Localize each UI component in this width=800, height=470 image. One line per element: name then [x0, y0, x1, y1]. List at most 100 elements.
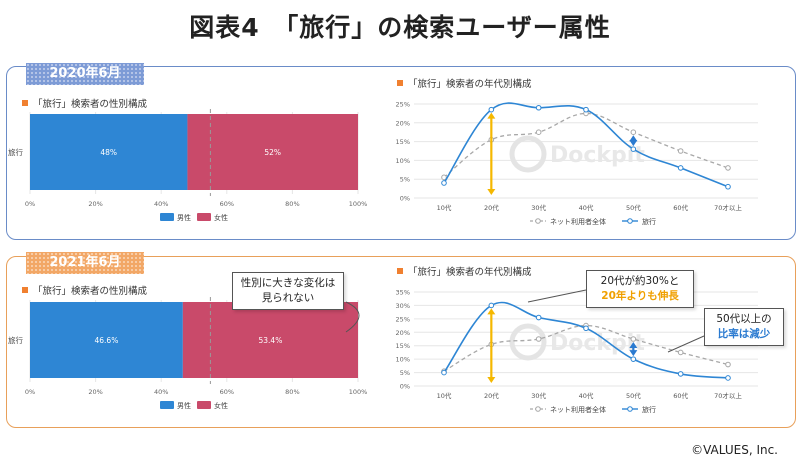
year-label-2021: 2021年6月: [26, 252, 144, 274]
bar-male: [30, 114, 188, 190]
arrow-20s-head-up: [487, 112, 496, 119]
legend-swatch-male: [160, 401, 174, 409]
callout-gender: 性別に大きな変化は 見られない: [232, 272, 344, 310]
copyright: ©VALUES, Inc.: [691, 443, 778, 457]
x-tick-label: 0%: [25, 200, 35, 208]
watermark-icon: [509, 323, 547, 361]
gender-chart-2021: 旅行 0% 20% 40% 60% 80% 100% 46.6% 53.4% 男性 女性: [8, 296, 367, 410]
arrow-50s-head-down: [629, 350, 638, 357]
legend-label-internet: ネット利用者全体: [550, 217, 606, 226]
series-travel-point: [535, 314, 542, 321]
data-label: 46.6%: [95, 336, 119, 345]
bar-male: [30, 302, 183, 378]
series-internet-point: [725, 165, 731, 171]
x-tick-label: 40%: [154, 200, 168, 208]
series-travel-point: [535, 104, 542, 111]
data-label: 48%: [100, 148, 117, 157]
bar-female: [187, 114, 358, 190]
series-internet-point: [677, 349, 684, 356]
series-internet-point: [677, 148, 684, 154]
gender-subtitle-text: 「旅行」検索者の性別構成: [33, 99, 148, 110]
x-tick-label: 30代: [531, 391, 546, 400]
callout-gender-line1: 性別に大きな変化は: [240, 277, 336, 289]
x-tick-label: 100%: [349, 200, 368, 208]
callout-gender-line2: 見られない: [261, 292, 315, 304]
arrow-20s-head-down: [487, 189, 496, 195]
legend-label-female: 女性: [214, 213, 228, 222]
y-tick-label: 25%: [396, 101, 410, 109]
data-label: 53.4%: [259, 336, 283, 345]
y-tick-label: 20%: [396, 119, 410, 127]
series-travel-point: [488, 302, 495, 309]
x-tick-label: 60%: [220, 200, 234, 208]
y-tick-label: 10%: [396, 356, 410, 364]
legend-label-female: 女性: [214, 401, 228, 410]
callout-20s-line1: 20代が約30%と: [600, 275, 680, 287]
y-tick-label: 5%: [400, 176, 410, 184]
arrow-20s-head-up: [487, 308, 496, 315]
page-title: 図表4 「旅行」の検索ユーザー属性: [189, 13, 611, 42]
x-tick-label: 70才以上: [714, 391, 742, 400]
age-subtitle-text: 「旅行」検索者の年代別構成: [408, 267, 532, 278]
x-tick-label: 20%: [88, 388, 102, 396]
arrow-50s-head-up: [629, 135, 638, 142]
legend-label-travel: 旅行: [642, 405, 656, 414]
year-label-2020: 2020年6月: [26, 63, 144, 85]
legend-label-travel: 旅行: [642, 217, 656, 226]
age-subtitle-text: 「旅行」検索者の年代別構成: [408, 79, 532, 90]
y-tick-label: 15%: [396, 342, 410, 350]
gender-chart-2020: 旅行 0% 20% 40% 60% 80% 100% 48% 52% 男性 女性: [8, 108, 368, 222]
series-travel-point: [583, 106, 589, 113]
series-internet-point: [630, 336, 637, 342]
arrow-50s-head-down: [629, 140, 638, 147]
gender-subtitle-text: 「旅行」検索者の性別構成: [33, 286, 148, 297]
legend-marker-internet: [535, 218, 541, 224]
legend-marker-internet: [535, 406, 541, 412]
series-travel-point: [583, 325, 589, 332]
callout-50s-line2: 比率は減少: [717, 328, 771, 340]
bar-female: [182, 302, 358, 378]
x-tick-label: 50代: [626, 203, 641, 212]
series-travel-point: [630, 146, 637, 152]
callout-50s-line1: 50代以上の: [716, 313, 772, 325]
legend-label-internet: ネット利用者全体: [550, 405, 606, 414]
y-tick-label: 25%: [396, 315, 410, 323]
series-internet-point: [535, 336, 542, 342]
legend-swatch-male: [160, 213, 174, 221]
bullet-icon: [22, 287, 28, 293]
legend-marker-travel: [627, 218, 633, 224]
x-tick-label: 50代: [626, 391, 641, 400]
legend-label-male: 男性: [177, 213, 191, 222]
x-tick-label: 80%: [285, 200, 299, 208]
y-tick-label: 5%: [400, 369, 410, 377]
x-tick-label: 40代: [579, 391, 594, 400]
y-tick-label: 15%: [396, 138, 410, 146]
callout-20s-line2: 20年よりも伸長: [601, 290, 679, 302]
age-subtitle-2020: 「旅行」検索者の年代別構成: [397, 76, 532, 90]
x-tick-label: 70才以上: [714, 203, 742, 212]
series-travel-point: [488, 106, 495, 113]
gender-subtitle-2020: 「旅行」検索者の性別構成: [22, 96, 147, 110]
x-tick-label: 60代: [673, 391, 688, 400]
arrow-50s-head-up: [629, 342, 638, 348]
callout-50s: 50代以上の 比率は減少: [704, 308, 784, 346]
series-travel-point: [677, 371, 684, 377]
y-tick-label: 35%: [396, 289, 410, 297]
y-tick-label: 30%: [396, 302, 410, 310]
series-travel-point: [441, 180, 447, 186]
gender-callout-pointer: [345, 301, 360, 333]
series-travel-point: [441, 369, 447, 376]
series-internet-point: [630, 129, 637, 136]
x-tick-label: 80%: [285, 388, 299, 396]
legend-swatch-female: [197, 213, 211, 221]
series-internet-point: [535, 129, 542, 136]
x-tick-label: 0%: [25, 388, 35, 396]
callout-20s-pointer: [527, 289, 587, 303]
x-tick-label: 10代: [437, 391, 452, 400]
bullet-icon: [397, 268, 403, 274]
bullet-icon: [22, 100, 28, 106]
x-tick-label: 40%: [154, 388, 168, 396]
